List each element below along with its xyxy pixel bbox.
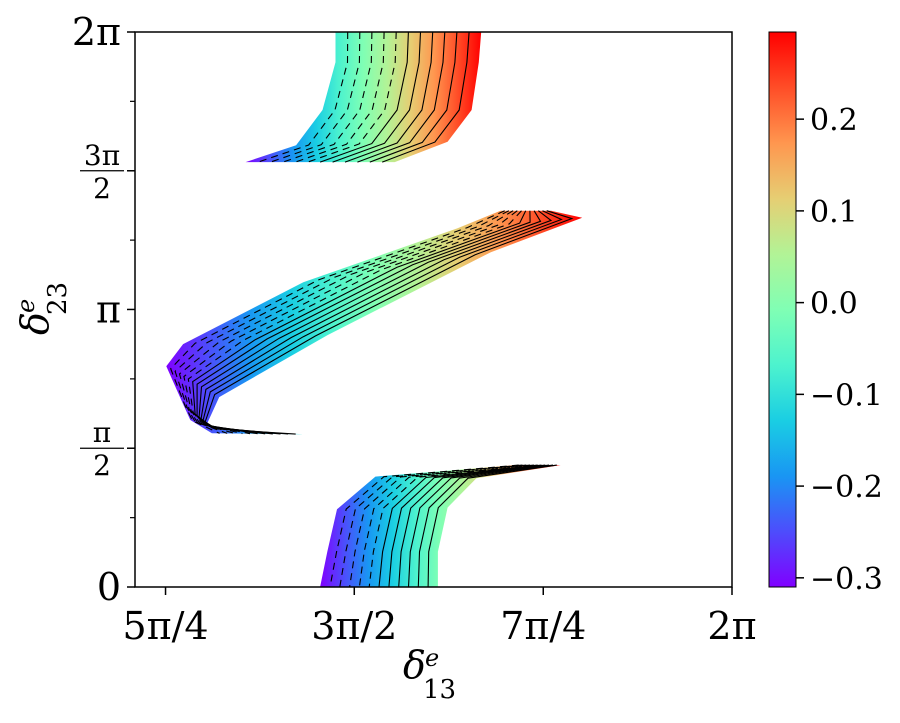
contour-line [329,464,519,587]
colorbar-tick-label: 0.0 [810,287,858,322]
y-tick-label: 2π [72,10,121,54]
colorbar-ticks: −0.3 −0.2 −0.1 0.0 0.1 0.2 [796,103,883,597]
contour-line [339,464,523,587]
x-axis-label-symbol: δ [403,643,426,687]
x-tick-label: 2π [707,604,756,648]
y-tick-label-denominator: 2 [93,172,111,205]
band-bottom-band [320,465,561,587]
contour-line [198,210,542,435]
x-axis-label: δ [403,643,426,687]
colorbar-gradient [768,31,797,588]
contour-line [378,464,538,587]
colorbar [768,31,797,588]
contour-line [407,464,550,587]
x-axis: 5π/4 3π/2 7π/4 2π [122,587,757,648]
y-axis-label: δ e 23 [12,282,73,335]
contour-line [319,32,409,163]
x-tick-label: 7π/4 [500,604,586,648]
y-axis-label-subscript: 23 [43,282,73,315]
x-axis-label-superscript: e [425,644,439,672]
contour-line [196,210,531,435]
contour-line [178,210,514,435]
y-tick-label: 0 [97,565,121,609]
y-tick-label-numerator: π [93,416,111,449]
y-tick-label-denominator: 2 [93,449,111,482]
plot-area [166,32,583,587]
contour-line [170,210,505,434]
contour-line [200,210,553,435]
contour-line [204,210,574,435]
contour-line [417,464,554,587]
colorbar-tick-label: −0.3 [810,562,883,597]
contour-line [332,32,422,163]
x-axis-label-subscript: 13 [423,675,456,705]
colorbar-tick-label: 0.1 [810,195,858,230]
contour-line [183,210,518,435]
x-tick-label: 3π/2 [311,604,397,648]
contour-line [174,210,510,434]
contour-line [344,32,434,163]
contour-line [427,464,557,587]
contour-line [192,210,527,435]
contour-line [369,32,458,163]
y-tick-label: π [96,287,121,331]
contour-line [358,464,531,587]
colorbar-tick-label: 0.2 [810,103,858,138]
y-axis-label-superscript: e [12,299,40,313]
contour-line [382,32,470,163]
colorbar-tick-label: −0.2 [810,470,883,505]
contour-line [368,464,534,587]
contour-line [349,464,527,587]
contour-line [357,32,446,163]
band-middle-band [166,210,583,435]
contour-line [388,464,542,587]
contour-line [398,464,546,587]
contour-line [187,210,522,435]
y-tick-label-numerator: 3π [84,139,120,172]
y-axis-label-symbol: δ [13,312,57,335]
colorbar-tick-label: −0.1 [810,378,883,413]
x-tick-label: 5π/4 [122,604,208,648]
